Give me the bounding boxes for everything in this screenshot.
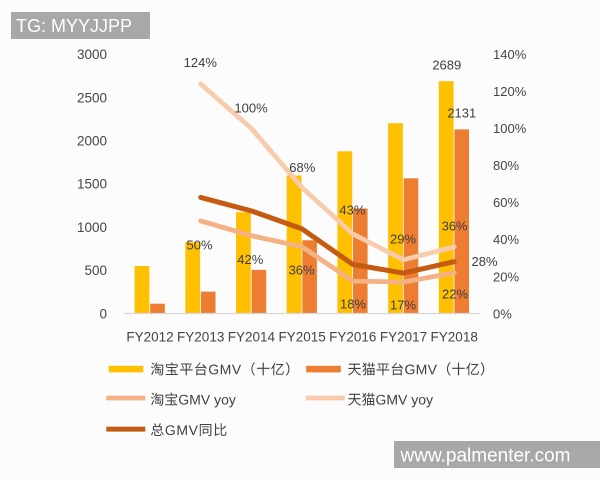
svg-text:124%: 124%	[184, 55, 218, 70]
svg-text:17%: 17%	[390, 298, 416, 313]
svg-text:www.palmenter.com: www.palmenter.com	[400, 446, 571, 467]
svg-text:0%: 0%	[493, 306, 512, 321]
svg-text:1500: 1500	[77, 177, 107, 192]
svg-text:68%: 68%	[289, 160, 315, 175]
svg-text:20%: 20%	[493, 269, 519, 284]
svg-text:2131: 2131	[447, 105, 476, 120]
svg-text:18%: 18%	[340, 297, 366, 312]
svg-text:50%: 50%	[186, 238, 212, 253]
svg-text:500: 500	[84, 263, 107, 278]
svg-text:22%: 22%	[442, 287, 468, 302]
svg-text:FY2012: FY2012	[126, 330, 173, 345]
svg-text:80%: 80%	[493, 158, 519, 173]
svg-text:2689: 2689	[432, 58, 461, 73]
svg-text:140%: 140%	[493, 47, 527, 62]
svg-text:28%: 28%	[471, 254, 497, 269]
svg-text:29%: 29%	[390, 232, 416, 247]
svg-text:2500: 2500	[77, 90, 107, 105]
svg-text:FY2015: FY2015	[278, 330, 325, 345]
svg-text:FY2013: FY2013	[177, 330, 224, 345]
svg-text:0: 0	[99, 306, 107, 321]
svg-text:120%: 120%	[493, 84, 527, 99]
svg-text:3000: 3000	[77, 47, 107, 62]
svg-text:1000: 1000	[77, 220, 107, 235]
svg-text:60%: 60%	[493, 195, 519, 210]
svg-text:2000: 2000	[77, 134, 107, 149]
svg-text:100%: 100%	[493, 121, 527, 136]
svg-text:42%: 42%	[237, 252, 263, 267]
svg-text:100%: 100%	[234, 101, 268, 116]
svg-text:40%: 40%	[493, 232, 519, 247]
svg-text:TG: MYYJJPP: TG: MYYJJPP	[16, 16, 132, 36]
svg-text:FY2016: FY2016	[329, 330, 376, 345]
svg-text:FY2018: FY2018	[431, 330, 478, 345]
svg-text:36%: 36%	[442, 219, 468, 234]
svg-text:FY2017: FY2017	[380, 330, 427, 345]
svg-text:43%: 43%	[339, 203, 365, 218]
svg-text:36%: 36%	[289, 263, 315, 278]
svg-text:FY2014: FY2014	[228, 330, 276, 345]
